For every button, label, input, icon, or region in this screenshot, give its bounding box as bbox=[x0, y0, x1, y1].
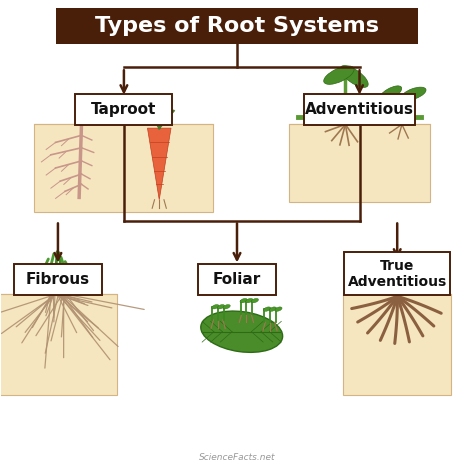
Ellipse shape bbox=[246, 299, 253, 303]
Ellipse shape bbox=[201, 311, 283, 352]
Ellipse shape bbox=[269, 307, 276, 311]
Ellipse shape bbox=[212, 305, 219, 309]
Ellipse shape bbox=[324, 66, 354, 84]
FancyBboxPatch shape bbox=[343, 294, 451, 395]
FancyBboxPatch shape bbox=[391, 264, 404, 294]
Text: Types of Root Systems: Types of Root Systems bbox=[95, 16, 379, 36]
Ellipse shape bbox=[218, 305, 225, 309]
Text: Foliar: Foliar bbox=[213, 272, 261, 287]
Ellipse shape bbox=[240, 299, 247, 303]
Text: ScienceFacts.net: ScienceFacts.net bbox=[199, 453, 275, 462]
FancyBboxPatch shape bbox=[55, 9, 419, 44]
Text: Adventitious: Adventitious bbox=[305, 102, 414, 117]
FancyBboxPatch shape bbox=[344, 252, 450, 295]
Ellipse shape bbox=[275, 307, 282, 311]
FancyBboxPatch shape bbox=[76, 113, 87, 124]
Ellipse shape bbox=[223, 305, 230, 309]
FancyBboxPatch shape bbox=[35, 124, 213, 211]
Ellipse shape bbox=[340, 65, 368, 87]
Ellipse shape bbox=[251, 299, 258, 303]
Text: Fibrous: Fibrous bbox=[26, 272, 90, 287]
FancyBboxPatch shape bbox=[198, 264, 276, 295]
Text: True
Adventitious: True Adventitious bbox=[347, 259, 447, 289]
Ellipse shape bbox=[264, 307, 271, 311]
FancyBboxPatch shape bbox=[289, 124, 430, 202]
FancyBboxPatch shape bbox=[304, 94, 415, 125]
FancyBboxPatch shape bbox=[75, 94, 173, 125]
FancyBboxPatch shape bbox=[0, 294, 117, 395]
FancyBboxPatch shape bbox=[14, 264, 102, 295]
Text: Taproot: Taproot bbox=[91, 102, 156, 117]
Ellipse shape bbox=[401, 87, 426, 100]
Ellipse shape bbox=[379, 86, 401, 101]
Polygon shape bbox=[147, 128, 171, 200]
